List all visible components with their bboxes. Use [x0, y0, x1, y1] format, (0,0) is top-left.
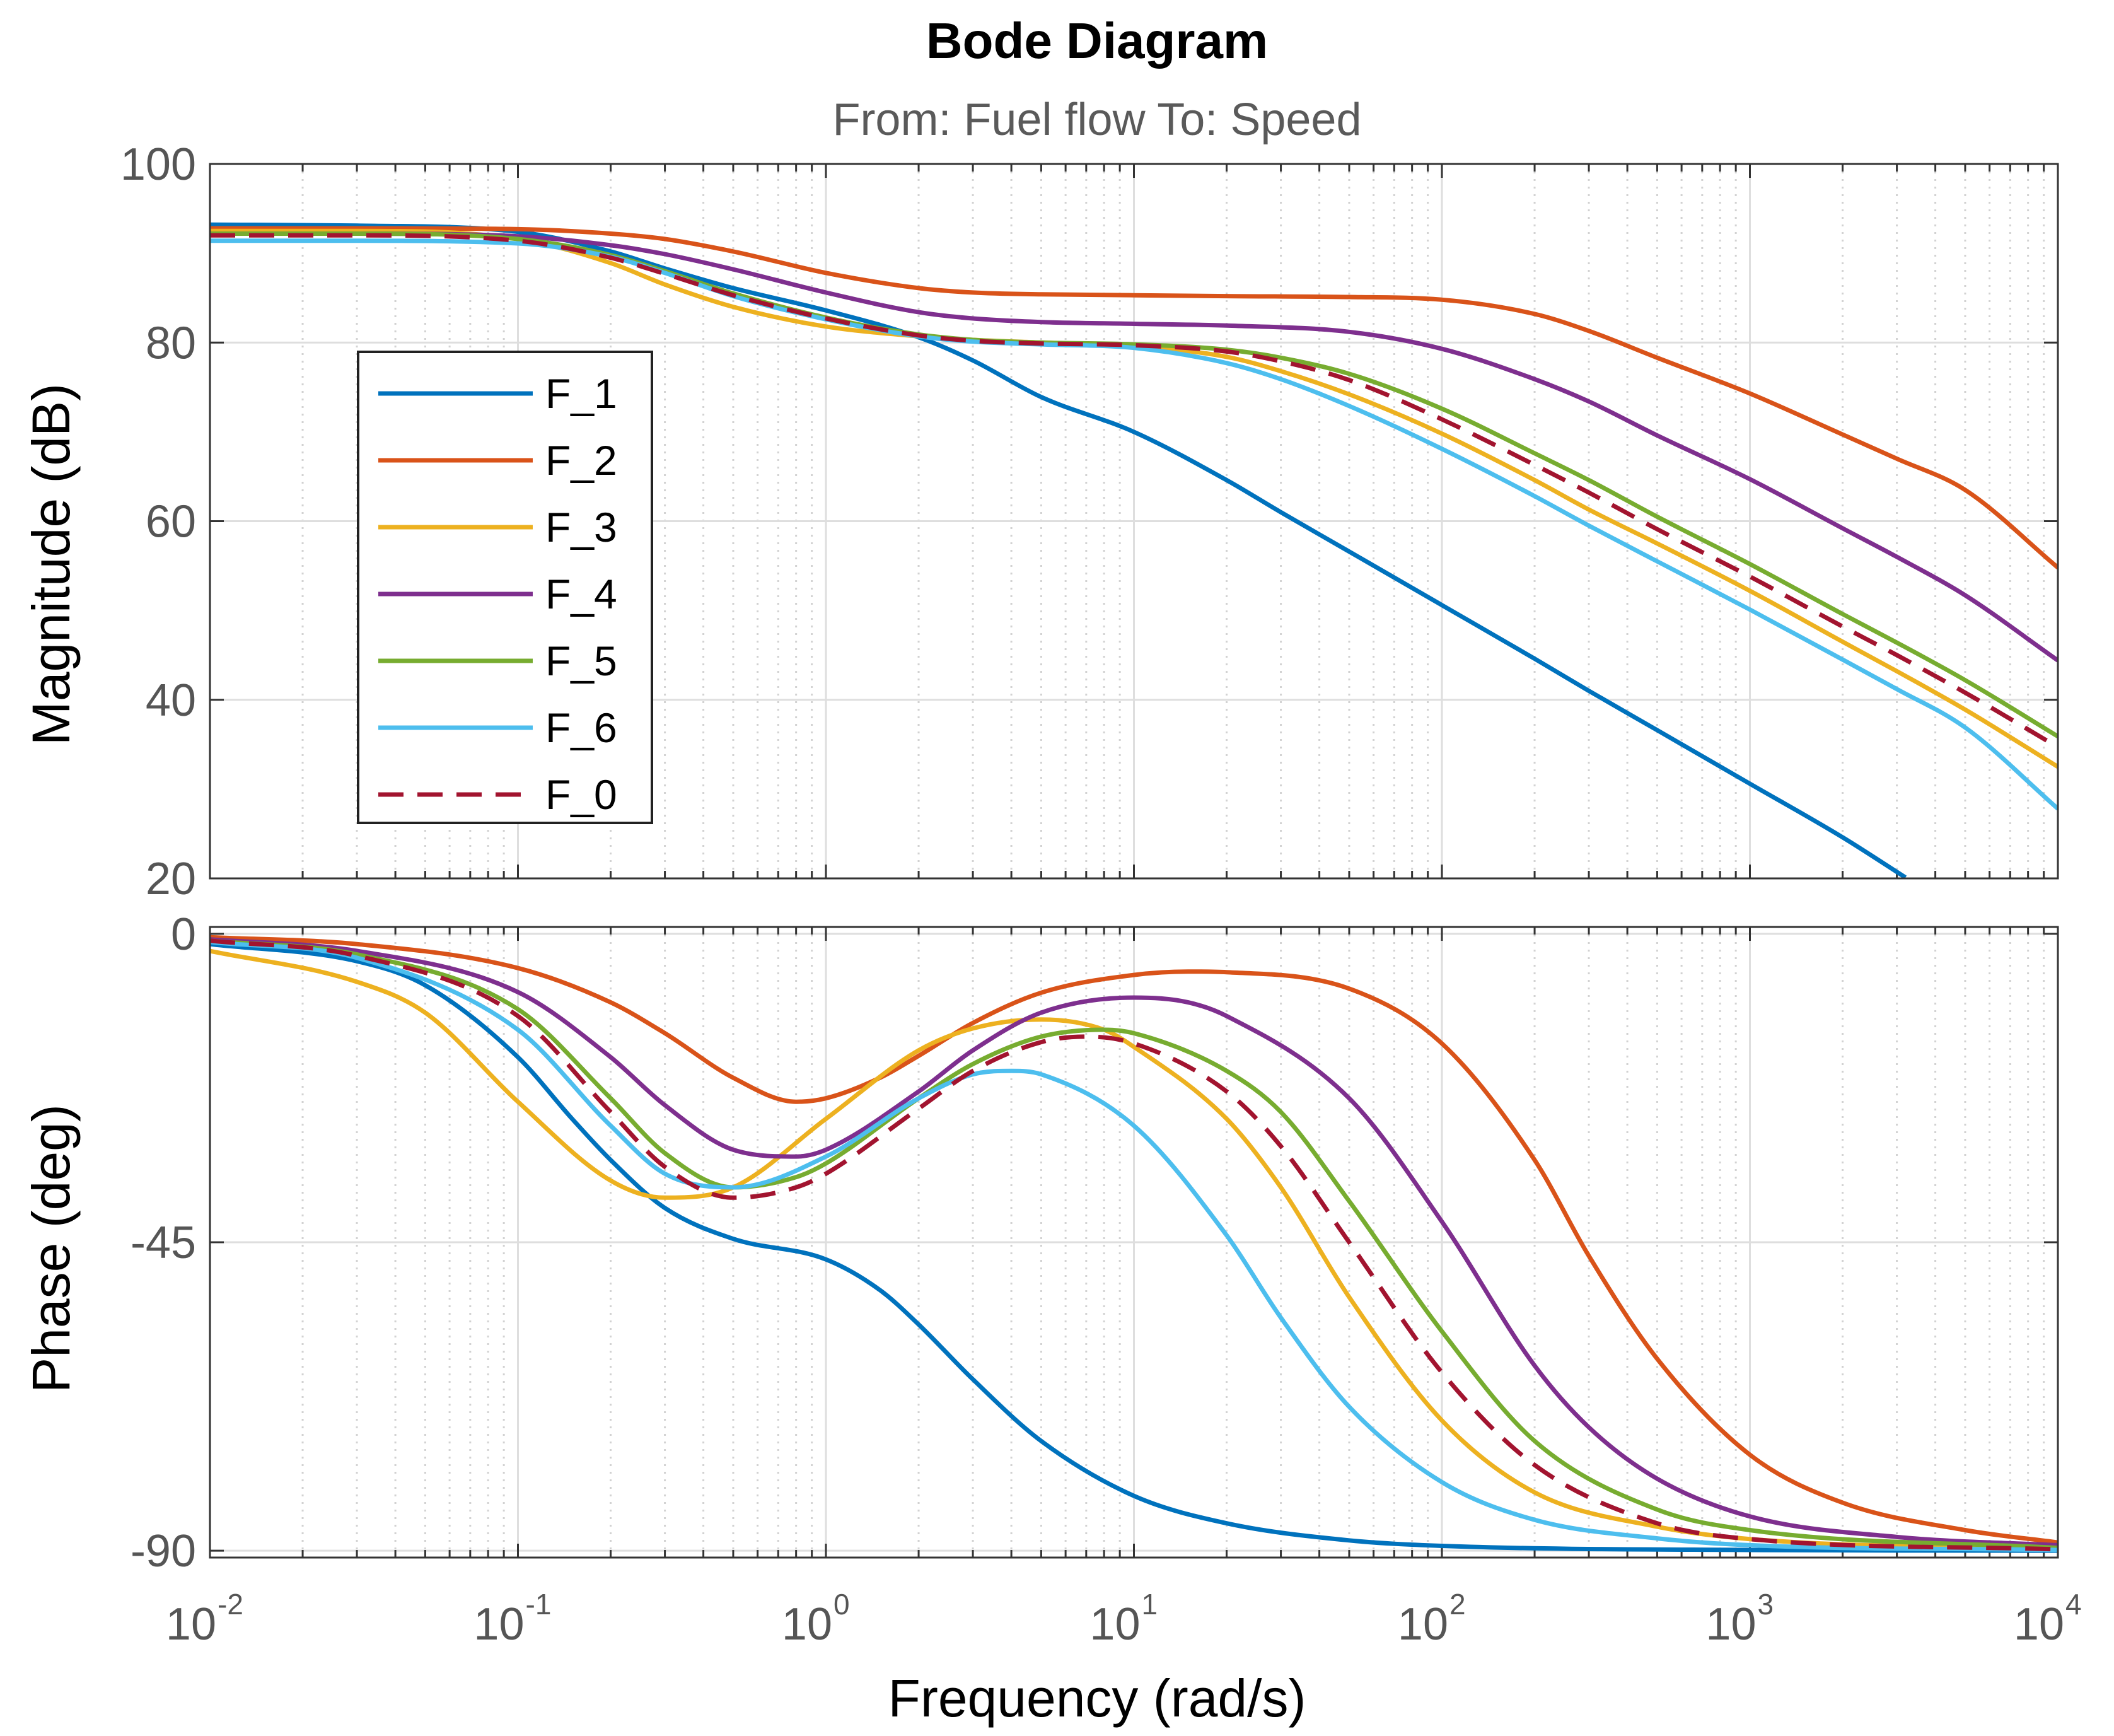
x-tick-label-exponent: -1 — [526, 1588, 552, 1621]
chart-title: Bode Diagram — [926, 13, 1268, 69]
x-tick-label-base: 10 — [166, 1599, 216, 1650]
x-tick-label-exponent: 0 — [833, 1588, 850, 1621]
phase-axis-label: Phase (deg) — [21, 1104, 81, 1393]
y-tick-label: 40 — [146, 675, 196, 726]
x-tick-label-base: 10 — [1398, 1599, 1448, 1650]
legend: F_1 F_2 F_3 F_4 F_5 F_6 F_0 — [357, 351, 653, 824]
x-tick-label-base: 10 — [2014, 1599, 2064, 1650]
y-tick-label: -45 — [131, 1218, 196, 1268]
x-tick-label-exponent: 4 — [2065, 1588, 2082, 1621]
y-tick-label: 0 — [171, 909, 196, 960]
x-tick-label-exponent: -2 — [218, 1588, 243, 1621]
series-f3-phase-line — [210, 948, 2058, 1552]
legend-label-f6: F_6 — [545, 704, 617, 751]
series-f4-magnitude-line — [210, 231, 2058, 663]
x-axis-label: Frequency (rad/s) — [888, 1669, 1306, 1728]
x-tick-label-exponent: 2 — [1449, 1588, 1466, 1621]
series-f4-phase-line — [210, 937, 2058, 1547]
x-tick-label-base: 10 — [1089, 1599, 1140, 1650]
x-tick-label-base: 10 — [1705, 1599, 1756, 1650]
y-tick-label: 80 — [146, 318, 196, 368]
x-tick-label-base: 10 — [473, 1599, 524, 1650]
series-f2-phase-line — [210, 935, 2058, 1545]
series-f1-phase-line — [210, 941, 2058, 1553]
axes-box — [209, 163, 2059, 880]
x-tick-label-base: 10 — [782, 1599, 832, 1650]
phase-panel: -90 -45 0 — [131, 909, 2059, 1576]
legend-label-f2: F_2 — [545, 437, 617, 484]
magnitude-axis-label: Magnitude (dB) — [21, 383, 81, 745]
series-f6-phase-line — [210, 940, 2058, 1552]
legend-label-f1: F_1 — [545, 370, 617, 417]
series-f2-magnitude-line — [210, 226, 2058, 569]
legend-label-f4: F_4 — [545, 571, 617, 617]
x-axis-ticks: 10 -2 10 -1 10 0 10 1 10 2 10 3 10 4 — [166, 1588, 2082, 1650]
legend-label-f5: F_5 — [545, 638, 617, 684]
y-tick-label: 100 — [120, 139, 196, 190]
series-f1-magnitude-line — [210, 222, 1907, 878]
x-tick-label-exponent: 1 — [1142, 1588, 1158, 1621]
y-tick-label: 20 — [146, 854, 196, 904]
chart-subtitle: From: Fuel flow To: Speed — [832, 95, 1361, 145]
series-f0-magnitude-line — [210, 233, 2058, 749]
series-f3-magnitude-line — [210, 228, 2058, 769]
y-tick-label: -90 — [131, 1526, 196, 1576]
legend-label-f3: F_3 — [545, 504, 617, 551]
x-tick-label-exponent: 3 — [1758, 1588, 1774, 1621]
axes-box — [209, 926, 2059, 1559]
series-f0-phase-line — [210, 938, 2058, 1552]
y-tick-label: 60 — [146, 497, 196, 547]
legend-box — [357, 351, 653, 824]
series-f5-phase-line — [210, 938, 2058, 1551]
legend-label-f0: F_0 — [545, 771, 617, 818]
